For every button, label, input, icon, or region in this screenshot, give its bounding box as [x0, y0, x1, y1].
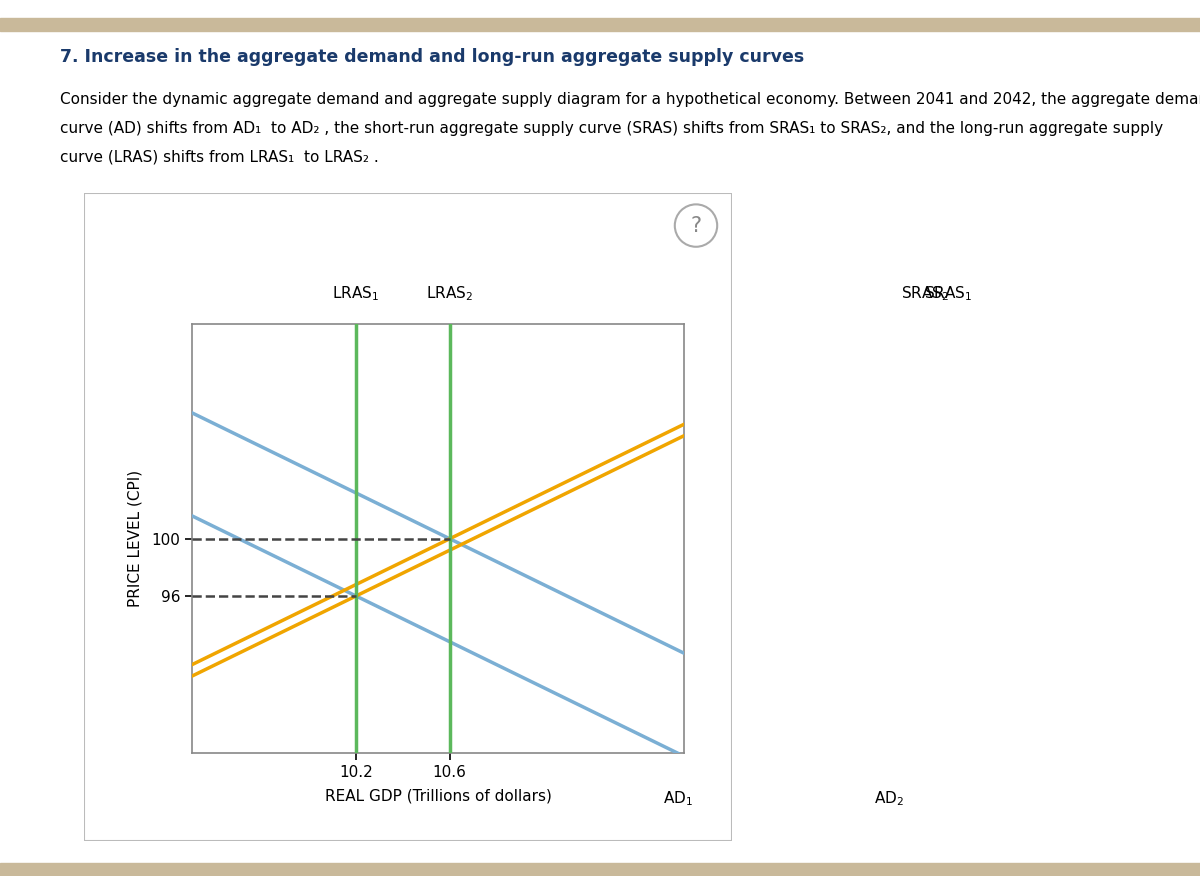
Text: AD$_2$: AD$_2$: [874, 789, 904, 808]
Text: curve (LRAS) shifts from LRAS₁  to LRAS₂ .: curve (LRAS) shifts from LRAS₁ to LRAS₂ …: [60, 150, 379, 165]
Text: ?: ?: [690, 215, 702, 236]
Y-axis label: PRICE LEVEL (CPI): PRICE LEVEL (CPI): [128, 470, 143, 607]
Text: LRAS$_1$: LRAS$_1$: [332, 284, 379, 302]
Text: Consider the dynamic aggregate demand and aggregate supply diagram for a hypothe: Consider the dynamic aggregate demand an…: [60, 92, 1200, 107]
Text: SRAS$_2$: SRAS$_2$: [901, 284, 949, 302]
Text: AD$_1$: AD$_1$: [664, 789, 694, 808]
X-axis label: REAL GDP (Trillions of dollars): REAL GDP (Trillions of dollars): [324, 788, 552, 803]
Text: LRAS$_2$: LRAS$_2$: [426, 284, 473, 302]
Circle shape: [674, 204, 718, 247]
Text: SRAS$_1$: SRAS$_1$: [924, 284, 972, 302]
Text: curve (AD) shifts from AD₁  to AD₂ , the short-run aggregate supply curve (SRAS): curve (AD) shifts from AD₁ to AD₂ , the …: [60, 121, 1163, 136]
Text: 7. Increase in the aggregate demand and long-run aggregate supply curves: 7. Increase in the aggregate demand and …: [60, 48, 804, 67]
